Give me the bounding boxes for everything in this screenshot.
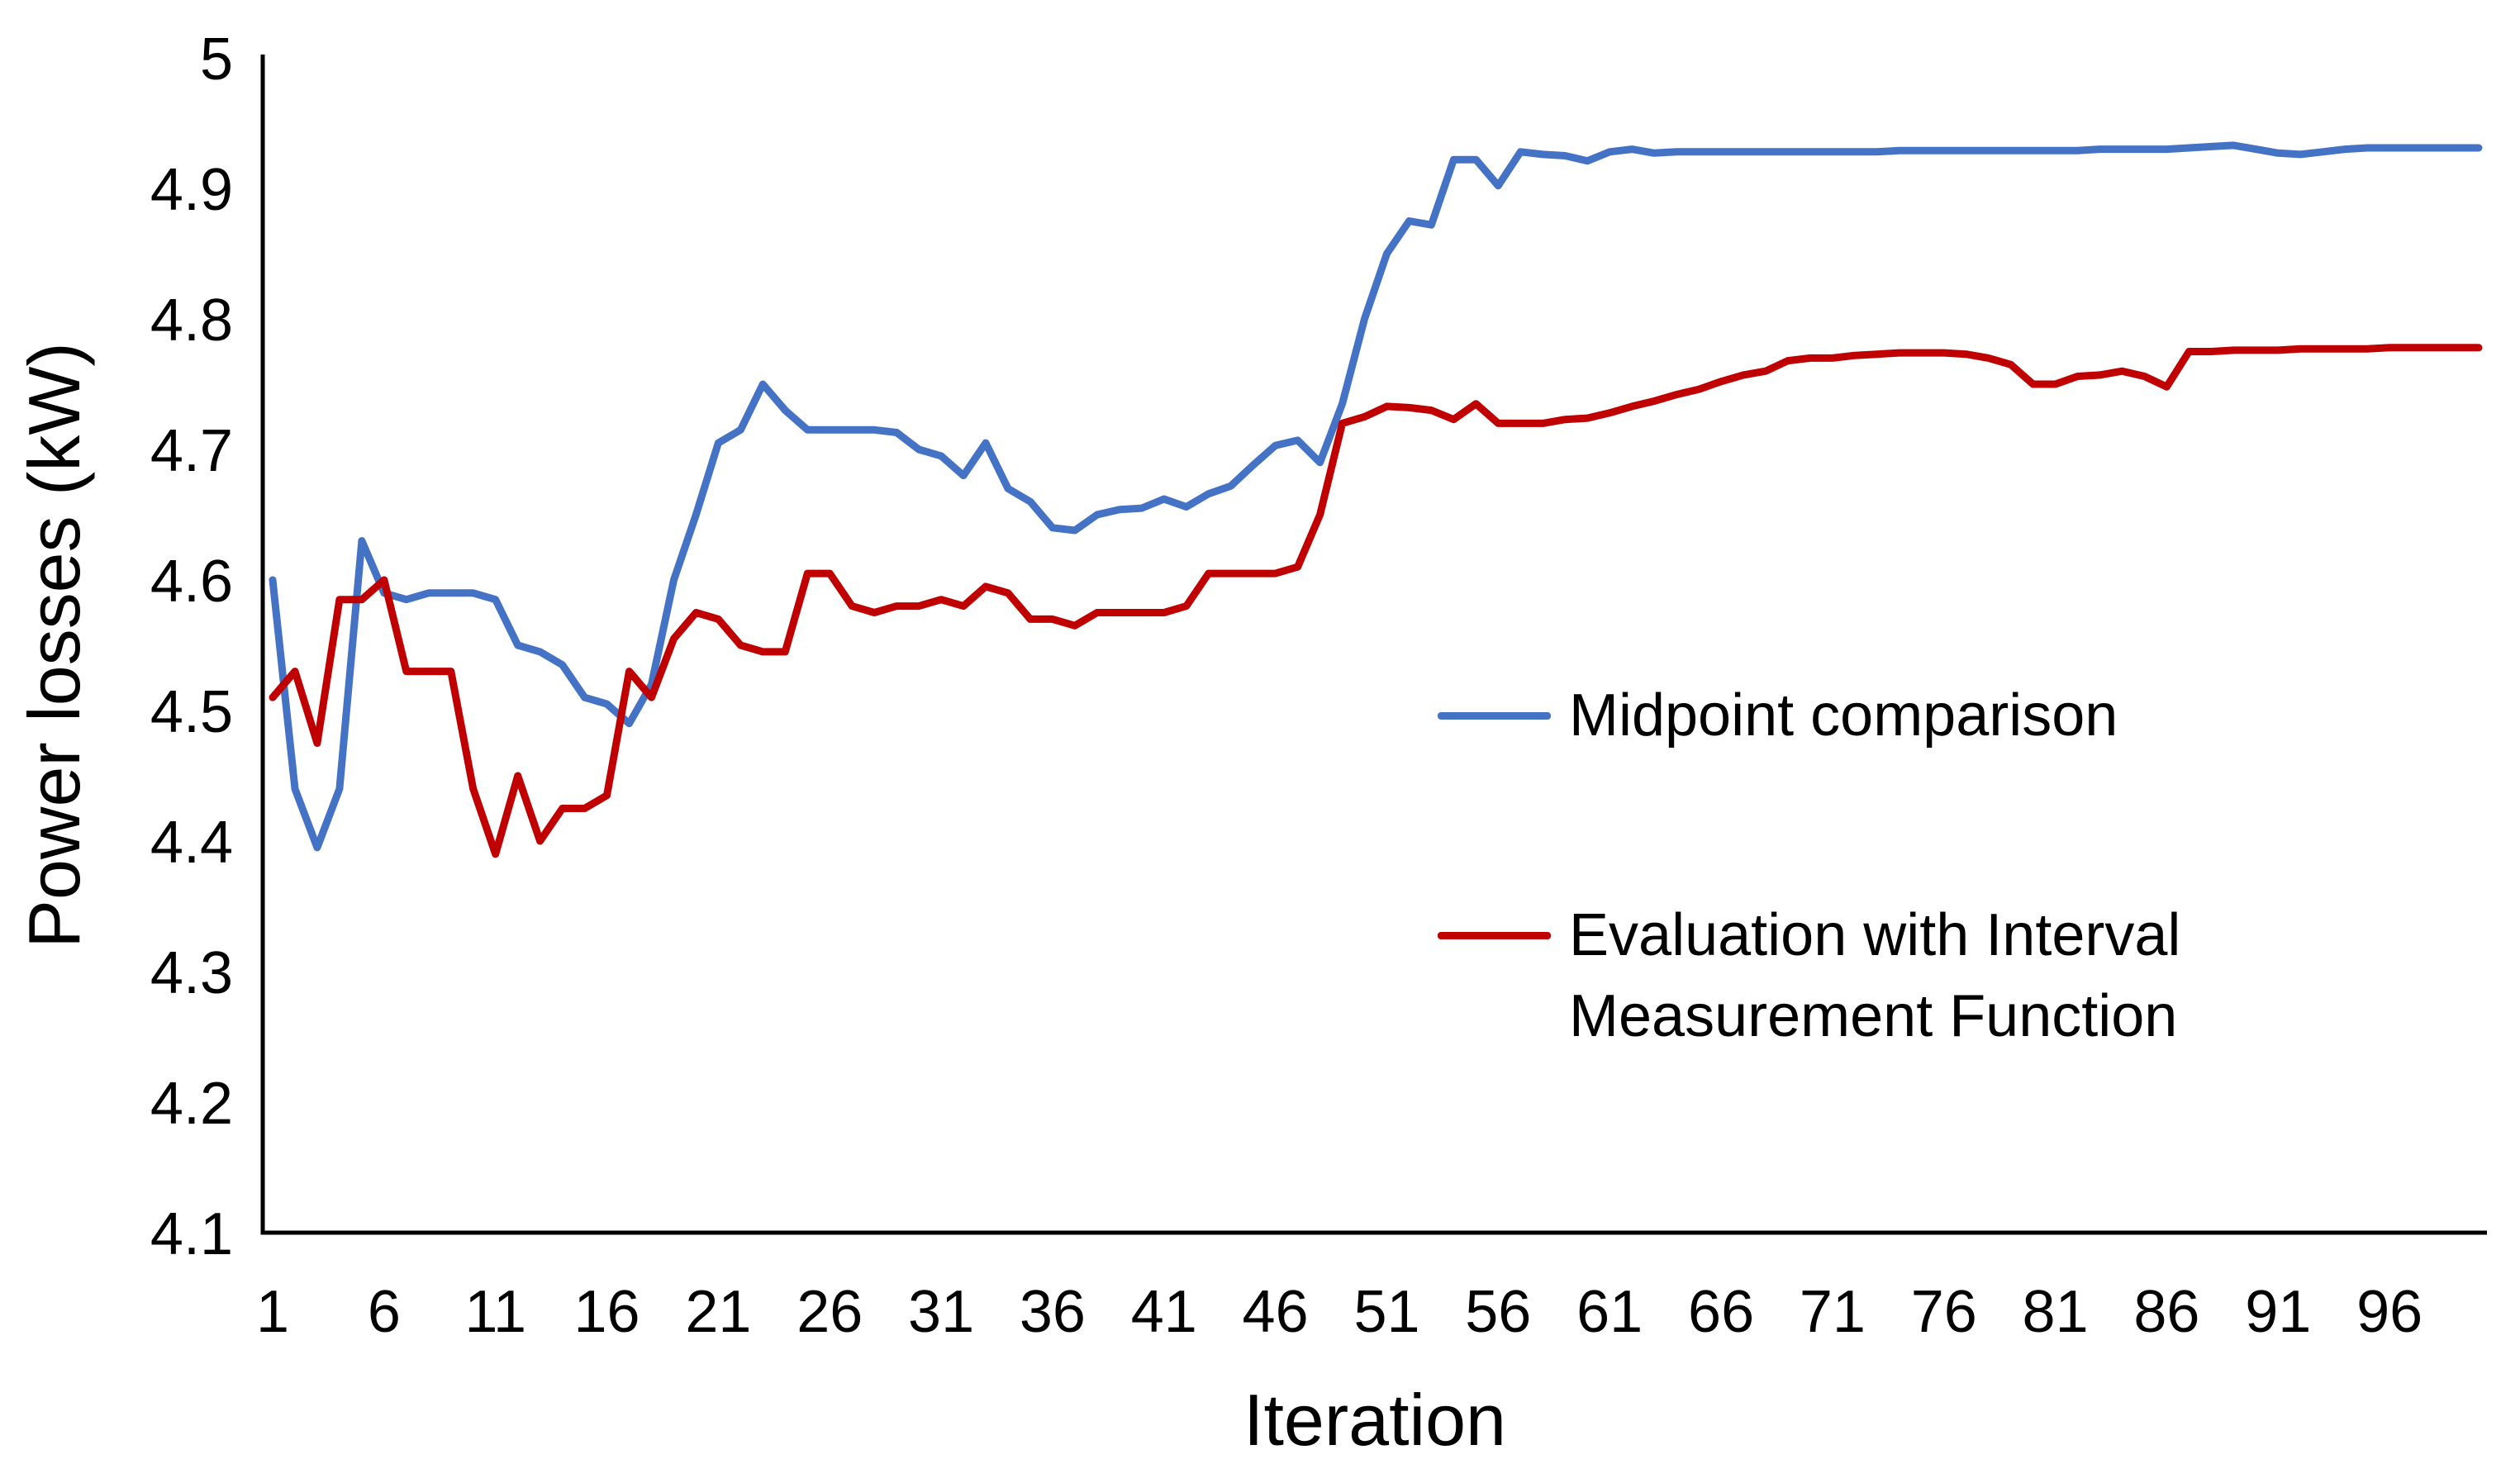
y-tick-label: 4.9 [150, 157, 233, 223]
x-tick-label: 81 [2023, 1279, 2089, 1345]
y-tick-label: 4.3 [150, 940, 233, 1006]
x-tick-label: 86 [2133, 1279, 2199, 1345]
x-tick-label: 36 [1020, 1279, 1086, 1345]
x-tick-label: 76 [1911, 1279, 1977, 1345]
y-tick-labels: 4.1 4.2 4.3 4.4 4.5 4.6 4.7 4.8 4.9 5 [150, 26, 233, 1267]
x-tick-labels: 1 6 11 16 21 26 31 36 41 46 51 56 61 66 71 76 81 86 91 96 [256, 1279, 2423, 1345]
x-tick-label: 1 [256, 1279, 289, 1345]
y-tick-label: 4.6 [150, 549, 233, 615]
legend-line-swatch-red [1438, 932, 1551, 939]
x-tick-label: 66 [1688, 1279, 1754, 1345]
y-tick-label: 4.2 [150, 1071, 233, 1137]
x-tick-label: 16 [573, 1279, 640, 1345]
y-axis-title: Power losses (kW) [13, 342, 95, 948]
x-tick-label: 6 [368, 1279, 401, 1345]
x-tick-label: 96 [2356, 1279, 2423, 1345]
x-tick-label: 61 [1576, 1279, 1643, 1345]
x-tick-label: 91 [2245, 1279, 2311, 1345]
y-tick-label: 4.1 [150, 1201, 233, 1267]
axes [260, 55, 2487, 1235]
legend-label-midpoint: Midpoint comparison [1569, 682, 2118, 749]
legend-item-interval: Evaluation with Interval Measurement Fun… [1438, 895, 2296, 1057]
x-tick-label: 56 [1465, 1279, 1531, 1345]
y-tick-label: 5 [200, 26, 233, 93]
y-tick-label: 4.7 [150, 418, 233, 484]
series-lines [269, 141, 2483, 858]
y-tick-label: 4.5 [150, 679, 233, 745]
x-tick-label: 51 [1353, 1279, 1419, 1345]
legend-item-midpoint: Midpoint comparison [1438, 674, 2118, 757]
y-tick-label: 4.4 [150, 810, 233, 876]
x-tick-label: 11 [464, 1279, 526, 1345]
x-tick-label: 41 [1131, 1279, 1197, 1345]
legend-label-interval: Evaluation with Interval Measurement Fun… [1569, 902, 2181, 1049]
x-tick-label: 21 [685, 1279, 751, 1345]
x-axis-title: Iteration [1243, 1379, 1506, 1461]
x-tick-label: 46 [1243, 1279, 1309, 1345]
x-tick-label: 26 [796, 1279, 863, 1345]
y-tick-label: 4.8 [150, 288, 233, 354]
series-line-interval-measurement [269, 344, 2483, 858]
x-tick-label: 71 [1800, 1279, 1866, 1345]
x-tick-label: 31 [908, 1279, 974, 1345]
legend-line-swatch-blue [1438, 711, 1551, 720]
series-line-midpoint-comparison [269, 141, 2483, 852]
